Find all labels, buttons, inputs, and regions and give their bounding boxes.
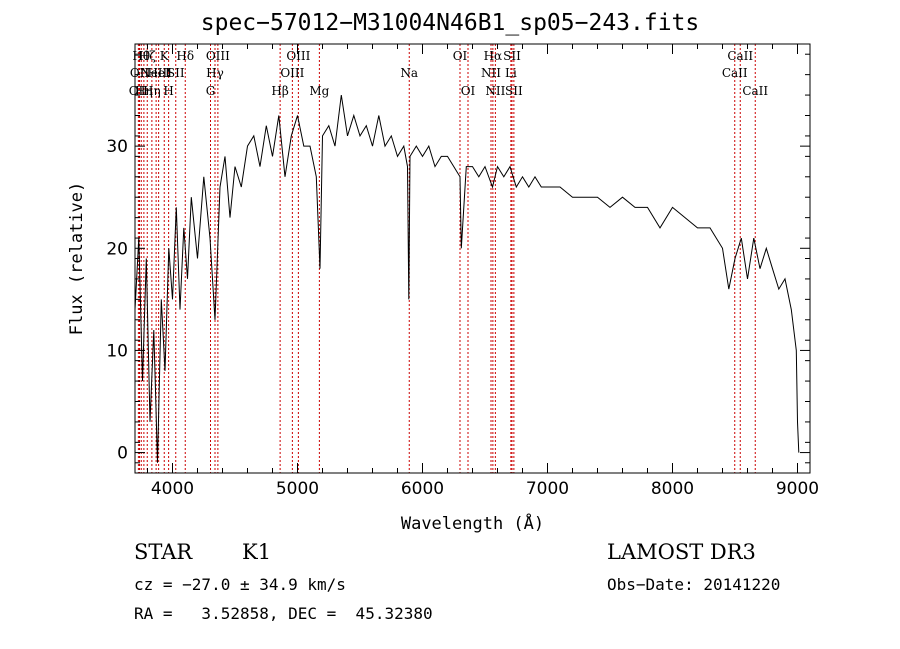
line-label: H [163,84,173,98]
x-axis-ticks: 4000 5000 6000 7000 8000 9000 [147,44,819,499]
line-label: Hδ [176,49,194,63]
x-tick-label: 9000 [776,479,819,499]
line-label: Hζ [139,49,156,63]
line-label: OIII [280,66,304,80]
x-tick-label: 4000 [151,479,194,499]
line-label: Hθ [132,49,150,63]
spectral-line-markers [137,44,756,473]
line-label: OII [129,84,149,98]
line-label: SII [505,84,523,98]
line-label: CaII [742,84,768,98]
line-label: G [206,84,216,98]
ra-dec-coordinates: RA = 3.52858, DEC = 45.32380 [134,604,433,623]
spectral-line-labels: OIIOIIHθHηHζHηNeIIIHeIKHSIIHδGHγOIIIHβOI… [129,49,769,98]
plot-frame [134,43,811,474]
line-label: Na [400,66,418,80]
line-label: SII [167,66,185,80]
x-tick-label: 5000 [276,479,319,499]
y-tick-label: 20 [106,239,128,259]
y-tick-label: 30 [106,137,128,157]
line-label: NeIII [140,66,172,80]
y-axis-ticks: 0 10 20 30 [106,53,810,464]
line-label: Li [505,66,517,80]
line-label: OI [461,84,476,98]
y-tick-label: 10 [106,341,128,361]
x-tick-label: 7000 [526,479,569,499]
line-label: Hα [484,49,503,63]
survey-name: LAMOST DR3 [607,540,756,564]
line-label: SII [503,49,521,63]
line-label: OI [453,49,468,63]
x-tick-label: 6000 [401,479,444,499]
chart-title: spec−57012−M31004N46B1_sp05−243.fits [200,10,700,36]
redshift-cz: cz = −27.0 ± 34.9 km/s [134,575,346,594]
line-label: Hγ [206,66,224,80]
line-label: OIII [286,49,310,63]
x-axis-label: Wavelength (Å) [401,512,544,534]
line-label: OIII [206,49,230,63]
line-label: Hβ [271,84,288,98]
object-class: STAR [134,540,193,564]
line-label: Mg [309,84,329,98]
observation-date: Obs−Date: 20141220 [607,575,781,594]
object-subclass: K1 [242,540,272,564]
line-label: NII [481,66,501,80]
y-axis-label: Flux (relative) [67,182,87,336]
spectrum-line [134,95,800,463]
line-label: CaII [727,49,753,63]
line-label: Hη [143,84,161,98]
y-tick-label: 0 [117,444,128,464]
line-label: Hη [135,84,153,98]
line-label: CaII [722,66,748,80]
x-tick-label: 8000 [651,479,694,499]
line-label: K [160,49,170,63]
line-label: NII [485,84,505,98]
line-label: HeI [147,66,170,80]
